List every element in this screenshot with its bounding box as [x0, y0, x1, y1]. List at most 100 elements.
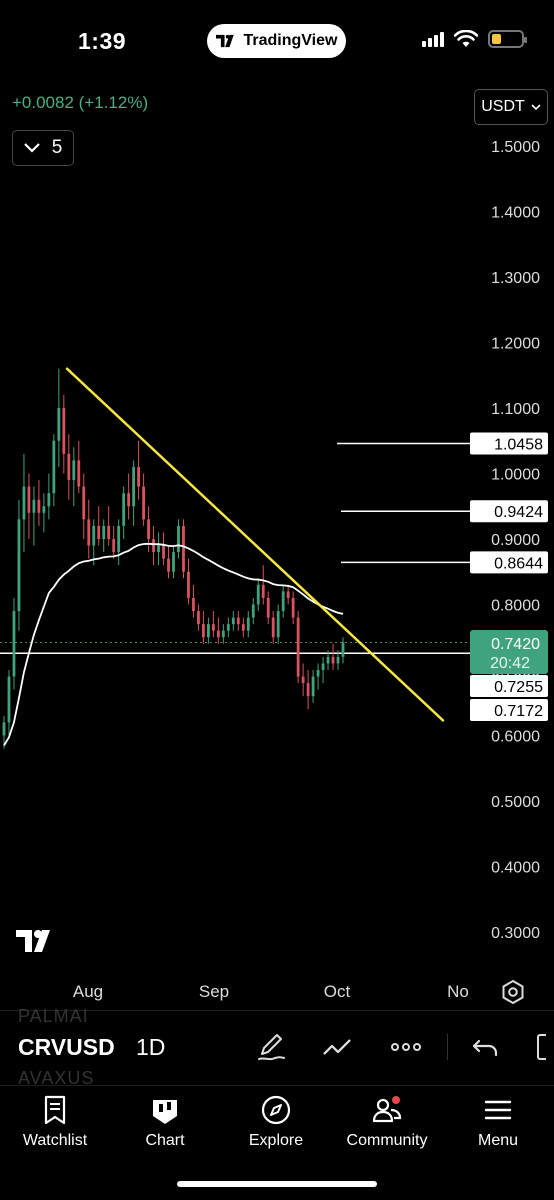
- candle-body: [197, 611, 200, 625]
- compass-icon: [261, 1095, 291, 1125]
- price-label-box: [470, 432, 548, 455]
- candle-body: [216, 630, 220, 638]
- y-tick-label: 0.6000: [491, 729, 540, 746]
- y-tick-label: 1.4000: [491, 205, 540, 222]
- candle-body: [57, 408, 61, 441]
- indicator-count: 5: [51, 137, 63, 158]
- nav-watchlist-label: Watchlist: [22, 1132, 88, 1149]
- candle-body: [271, 617, 275, 638]
- candle-body: [281, 591, 285, 612]
- symbol-name[interactable]: CRVUSD: [18, 1034, 115, 1060]
- status-time: 1:39: [78, 28, 127, 54]
- nav-community[interactable]: Community: [332, 1094, 442, 1150]
- candle-body: [152, 539, 155, 553]
- y-tick-label: 0.3000: [491, 925, 540, 942]
- currency-label: USDT: [481, 98, 525, 115]
- nav-explore[interactable]: Explore: [221, 1094, 331, 1150]
- compare-chart-icon[interactable]: [322, 1032, 354, 1062]
- price-label-box: [470, 551, 548, 574]
- candles: [2, 368, 345, 749]
- home-indicator: [177, 1181, 377, 1187]
- candle-body: [286, 591, 290, 598]
- nav-chart[interactable]: Chart: [110, 1094, 220, 1150]
- nav-menu[interactable]: Menu: [443, 1094, 553, 1150]
- candle-body: [301, 676, 305, 684]
- menu-icon: [484, 1100, 512, 1120]
- candle-body: [142, 486, 145, 520]
- price-label-box: [470, 500, 548, 523]
- candle-body: [12, 611, 16, 677]
- current-price-badge: [470, 630, 548, 674]
- x-axis: Aug Sep Oct No: [73, 982, 469, 1001]
- tradingview-pill-label: TradingView: [243, 32, 338, 49]
- y-tick-label: 1.5000: [491, 139, 540, 156]
- candle-body: [226, 624, 230, 631]
- candle-body: [62, 408, 66, 454]
- chart-icon: [153, 1100, 177, 1124]
- y-tick-label: 1.1000: [491, 401, 540, 418]
- candle-body: [22, 486, 26, 520]
- candle-body: [236, 617, 240, 625]
- candle-body: [326, 656, 330, 664]
- candle-body: [202, 624, 205, 638]
- x-tick-label: No: [447, 982, 469, 1001]
- candle-body: [256, 584, 260, 605]
- tradingview-pill[interactable]: TradingView: [207, 24, 346, 58]
- candle-body: [266, 597, 270, 618]
- candle-body: [316, 670, 320, 677]
- price-chart[interactable]: 1.5000 1.4000 1.3000 1.2000 1.1000 1.0000 0.90…: [0, 0, 554, 1010]
- candle-body: [241, 624, 245, 631]
- scroll-symbol-prev[interactable]: PALMAI: [18, 1006, 89, 1026]
- community-icon: [372, 1096, 402, 1123]
- candle-body: [172, 552, 175, 572]
- y-tick-label: 0.5000: [491, 794, 540, 811]
- nav-community-label: Community: [346, 1132, 428, 1149]
- battery-icon: [488, 30, 527, 48]
- y-tick-label: 1.2000: [491, 336, 540, 353]
- candle-body: [296, 617, 300, 677]
- candle-body: [32, 499, 36, 513]
- chevron-down-icon: [23, 143, 40, 153]
- price-label-text: 0.7172: [494, 703, 543, 720]
- candle-body: [336, 656, 340, 664]
- candle-body: [221, 630, 225, 638]
- layout-icon[interactable]: [536, 1032, 554, 1062]
- x-tick-label: Aug: [73, 982, 103, 1001]
- wifi-icon: [454, 30, 478, 47]
- candle-body: [231, 617, 235, 625]
- settings-icon[interactable]: [500, 979, 526, 1005]
- nav-watchlist[interactable]: Watchlist: [0, 1094, 110, 1150]
- cellular-signal-icon: [422, 31, 444, 47]
- more-options-icon[interactable]: [390, 1032, 422, 1062]
- x-tick-label: Sep: [199, 982, 229, 1001]
- y-tick-label: 0.4000: [491, 860, 540, 877]
- candle-body: [331, 656, 335, 664]
- candle-body: [82, 486, 86, 520]
- candle-body: [311, 676, 315, 697]
- candle-body: [17, 519, 21, 612]
- scroll-symbol-next[interactable]: AVAXUS: [18, 1068, 95, 1088]
- watchlist-icon: [44, 1095, 66, 1125]
- price-label-box: [470, 675, 548, 697]
- candle-body: [321, 663, 325, 670]
- y-tick-label: 1.3000: [491, 270, 540, 287]
- candle-body: [132, 466, 136, 507]
- nav-menu-label: Menu: [477, 1132, 519, 1149]
- price-labels: 1.0458 0.9424 0.8644 0.7255 0.7172 0.7420 20:4…: [470, 432, 548, 721]
- trendline: [65, 367, 445, 722]
- candle-body: [276, 611, 280, 638]
- currency-select[interactable]: USDT: [474, 89, 548, 125]
- candle-body: [37, 499, 41, 513]
- undo-icon[interactable]: [470, 1032, 502, 1062]
- interval-button[interactable]: 1D: [136, 1034, 166, 1060]
- tradingview-logo-icon: [215, 34, 234, 48]
- candle-body: [97, 525, 101, 539]
- toolbar-separator: [447, 1034, 448, 1060]
- indicators-toggle-button[interactable]: 5: [12, 130, 74, 166]
- candle-body: [2, 722, 6, 736]
- drawing-pen-icon[interactable]: [256, 1032, 288, 1062]
- candle-body: [137, 466, 141, 487]
- candle-body: [72, 460, 76, 481]
- candle-body: [112, 539, 116, 553]
- price-change: +0.0082 (+1.12%): [12, 93, 149, 112]
